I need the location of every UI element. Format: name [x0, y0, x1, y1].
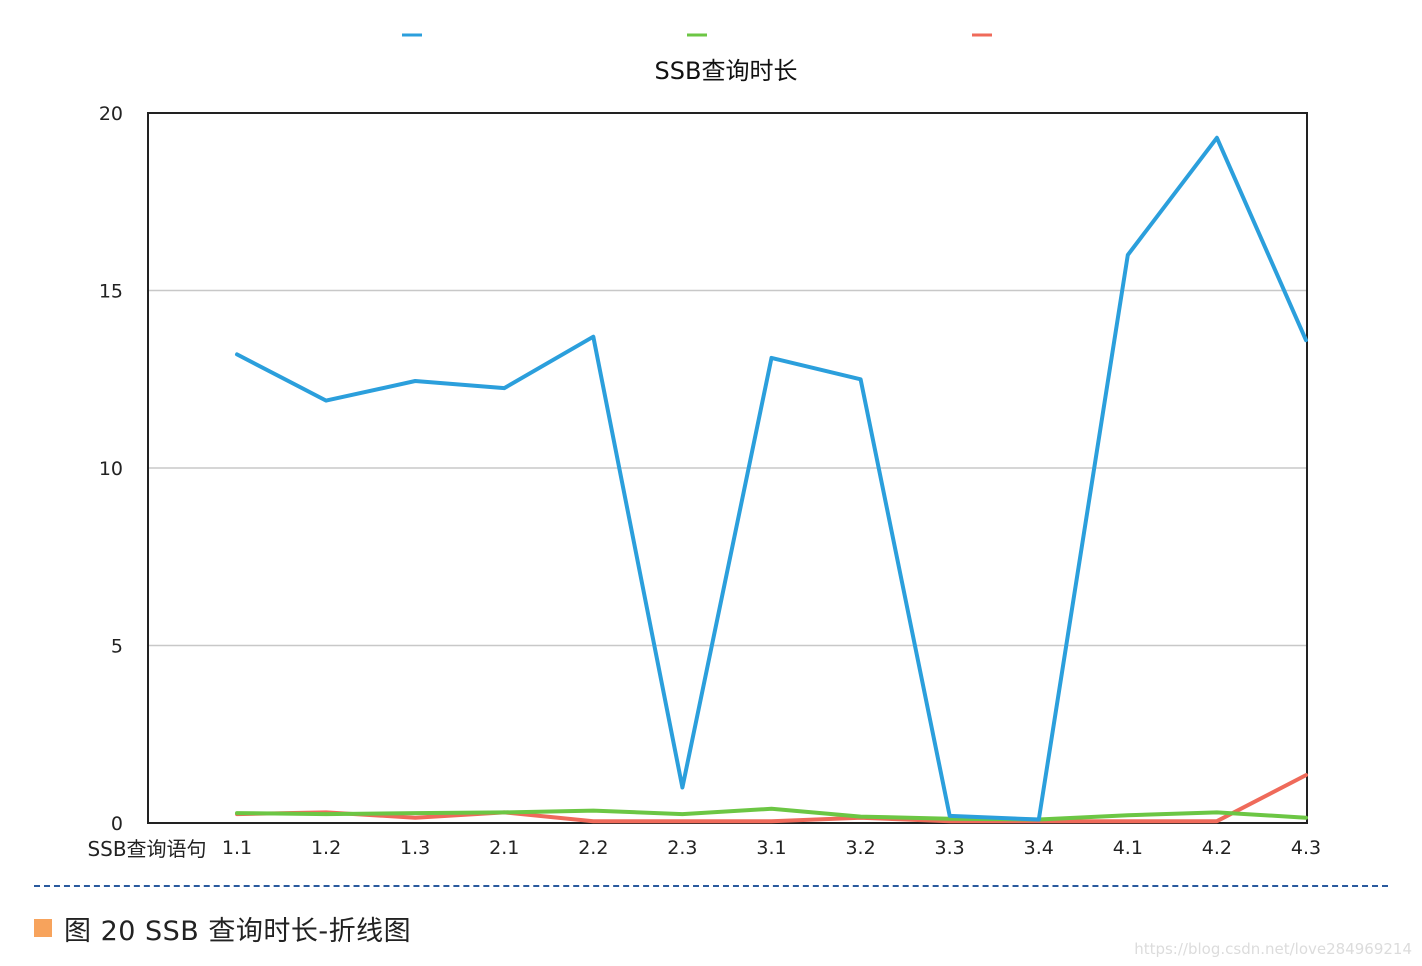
x-tick-label: 3.2: [845, 837, 875, 859]
x-tick-label: 1.1: [222, 837, 252, 859]
y-tick-label: 5: [111, 636, 123, 658]
x-tick-label: 2.1: [489, 837, 519, 859]
x-tick-label: 4.1: [1113, 837, 1143, 859]
x-tick-label: 2.3: [667, 837, 697, 859]
x-tick-label: 3.1: [756, 837, 786, 859]
y-tick-label: 20: [99, 103, 123, 125]
gridlines: [148, 289, 1307, 647]
x-axis: 1.1 1.2 1.3 2.1 2.2 2.3 3.1 3.2 3.3 3.4 4.1 4.2 4.3: [222, 837, 1321, 859]
x-tick-label: 3.4: [1024, 837, 1054, 859]
x-axis-label: SSB查询语句: [87, 837, 206, 861]
x-tick-label: 1.2: [311, 837, 341, 859]
series-line-2: [235, 773, 1308, 824]
caption-text: 图 20 SSB 查询时长-折线图: [64, 915, 412, 947]
caption-square-icon: [34, 919, 52, 937]
line-chart: SSB查询时长 0 5 10 15 20 1.1 1.2 1.3 2.1 2.2 2.3 3.1 3.…: [87, 33, 1321, 861]
y-axis: 0 5 10 15 20: [99, 103, 123, 835]
x-tick-label: 4.3: [1291, 837, 1321, 859]
x-tick-label: 1.3: [400, 837, 430, 859]
y-tick-label: 0: [111, 813, 123, 835]
x-tick-label: 3.3: [935, 837, 965, 859]
series-lines: [235, 135, 1308, 824]
x-tick-label: 2.2: [578, 837, 608, 859]
series-line-0: [235, 135, 1308, 822]
series-line-1: [235, 806, 1308, 822]
dashed-divider: [34, 885, 1388, 887]
y-tick-label: 10: [99, 458, 123, 480]
watermark: https://blog.csdn.net/love284969214: [1134, 940, 1412, 958]
figure-caption: 图 20 SSB 查询时长-折线图: [34, 908, 411, 948]
y-tick-label: 15: [99, 281, 123, 303]
x-tick-label: 4.2: [1202, 837, 1232, 859]
chart-title: SSB查询时长: [655, 57, 798, 85]
